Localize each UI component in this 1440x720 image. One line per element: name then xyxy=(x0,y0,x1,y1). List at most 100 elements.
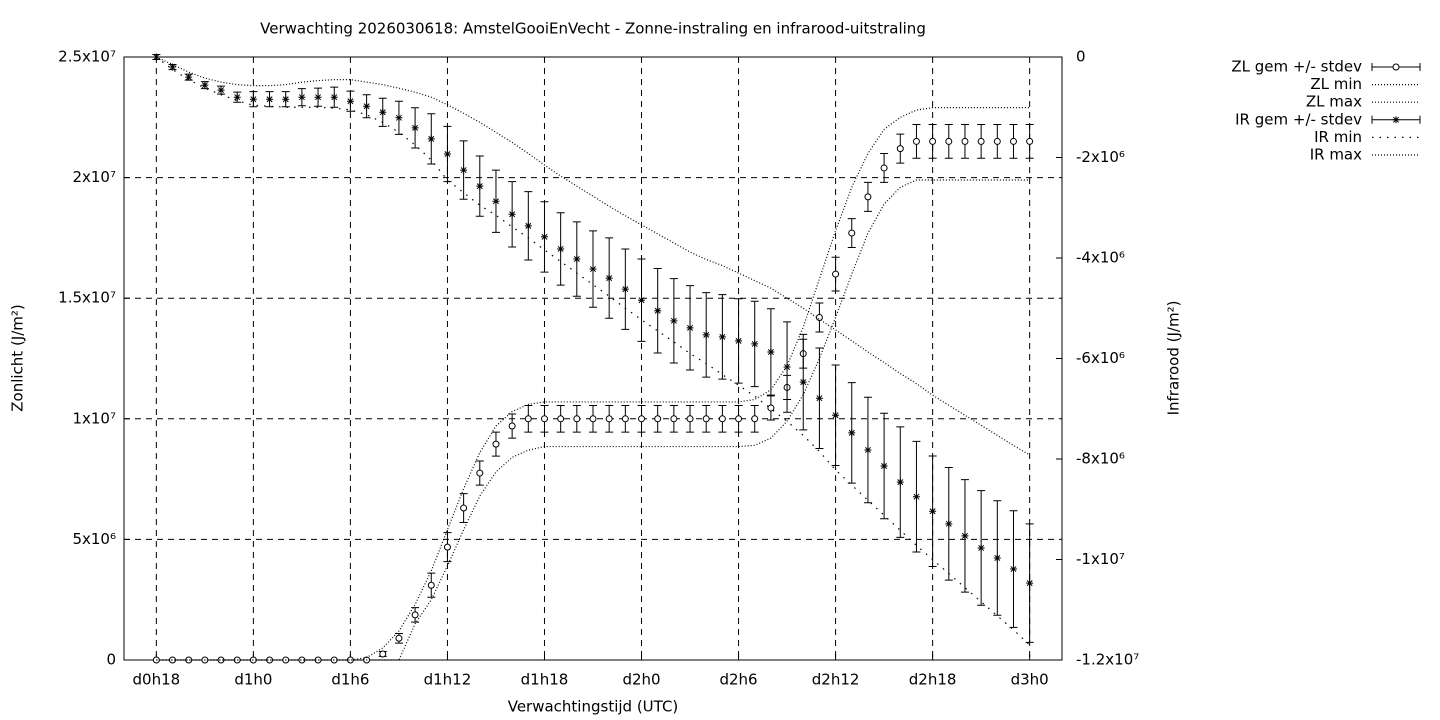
data-point xyxy=(217,656,225,664)
y-tick-label: 1.5x10⁷ xyxy=(58,289,116,307)
data-point xyxy=(702,415,710,423)
data-point xyxy=(702,331,710,339)
data-point xyxy=(185,656,193,664)
y2-tick-label: -4x10⁶ xyxy=(1076,249,1125,267)
x-tick-label: d2h6 xyxy=(719,671,757,689)
legend-marker xyxy=(1392,116,1400,124)
data-point xyxy=(411,124,419,132)
x-tick-label: d2h12 xyxy=(812,671,860,689)
data-point xyxy=(314,93,322,101)
chart-title: Verwachting 2026030618: AmstelGooiEnVech… xyxy=(260,20,926,38)
y-tick-label: 5x10⁶ xyxy=(72,530,116,548)
legend-label: ZL gem +/- stdev xyxy=(1231,58,1362,76)
data-point xyxy=(864,193,872,201)
data-point xyxy=(298,93,306,101)
x-tick-label: d1h0 xyxy=(234,671,272,689)
data-point xyxy=(718,415,726,423)
data-point xyxy=(249,656,257,664)
data-point xyxy=(169,656,177,664)
data-point xyxy=(411,611,419,619)
data-point xyxy=(621,285,629,293)
data-point xyxy=(896,145,904,153)
data-point xyxy=(476,469,484,477)
data-point xyxy=(460,504,468,512)
legend-label: ZL max xyxy=(1306,93,1362,111)
data-point xyxy=(848,229,856,237)
data-point xyxy=(524,222,532,230)
data-point xyxy=(589,265,597,273)
data-point xyxy=(573,415,581,423)
data-point xyxy=(330,93,338,101)
x-tick-label: d2h0 xyxy=(622,671,660,689)
data-point xyxy=(832,411,840,419)
data-point xyxy=(282,95,290,103)
data-point xyxy=(961,137,969,145)
data-point xyxy=(686,324,694,332)
data-point xyxy=(945,520,953,528)
x-tick-label: d1h18 xyxy=(521,671,569,689)
y2-tick-label: 0 xyxy=(1076,48,1086,66)
data-point xyxy=(929,507,937,515)
data-point xyxy=(718,333,726,341)
data-point xyxy=(169,63,177,71)
data-point xyxy=(638,415,646,423)
x-tick-label: d3h0 xyxy=(1011,671,1049,689)
legend-label: IR max xyxy=(1310,146,1362,164)
x-tick-label: d2h18 xyxy=(909,671,957,689)
data-point xyxy=(1009,137,1017,145)
data-point xyxy=(557,415,565,423)
x-axis-label: Verwachtingstijd (UTC) xyxy=(508,698,679,716)
data-point xyxy=(508,422,516,430)
data-point xyxy=(767,404,775,412)
data-point xyxy=(977,544,985,552)
data-point xyxy=(346,656,354,664)
data-point xyxy=(621,415,629,423)
data-point xyxy=(395,114,403,122)
data-point xyxy=(880,462,888,470)
data-point xyxy=(443,543,451,551)
y-axis-label: Zonlicht (J/m²) xyxy=(9,304,27,412)
data-point xyxy=(605,415,613,423)
data-point xyxy=(751,415,759,423)
data-point xyxy=(912,493,920,501)
y-tick-label: 2x10⁷ xyxy=(72,168,116,186)
y2-axis-label: Infrarood (J/m²) xyxy=(1165,301,1183,416)
data-point xyxy=(654,415,662,423)
data-point xyxy=(735,337,743,345)
data-point xyxy=(670,415,678,423)
legend-label: IR gem +/- stdev xyxy=(1235,110,1362,128)
data-point xyxy=(298,656,306,664)
legend-label: ZL min xyxy=(1310,75,1362,93)
data-point xyxy=(379,108,387,116)
y-tick-label: 0 xyxy=(106,651,116,669)
y-tick-label: 1x10⁷ xyxy=(72,409,116,427)
x-tick-label: d1h6 xyxy=(331,671,369,689)
data-point xyxy=(848,429,856,437)
data-point xyxy=(589,415,597,423)
data-point xyxy=(476,182,484,190)
data-point xyxy=(735,415,743,423)
legend-label: IR min xyxy=(1314,128,1362,146)
data-point xyxy=(751,340,759,348)
data-point xyxy=(492,197,500,205)
data-point xyxy=(363,102,371,110)
data-point xyxy=(654,307,662,315)
data-point xyxy=(896,478,904,486)
series-line xyxy=(155,56,1031,646)
data-point xyxy=(670,317,678,325)
data-point xyxy=(880,164,888,172)
data-point xyxy=(1026,579,1034,587)
data-point xyxy=(249,95,257,103)
data-point xyxy=(929,137,937,145)
data-point xyxy=(443,150,451,158)
data-point xyxy=(508,210,516,218)
data-point xyxy=(395,634,403,642)
data-point xyxy=(266,95,274,103)
data-point xyxy=(783,363,791,371)
y2-tick-label: -6x10⁶ xyxy=(1076,349,1125,367)
data-point xyxy=(233,656,241,664)
data-point xyxy=(815,313,823,321)
data-point xyxy=(201,81,209,89)
